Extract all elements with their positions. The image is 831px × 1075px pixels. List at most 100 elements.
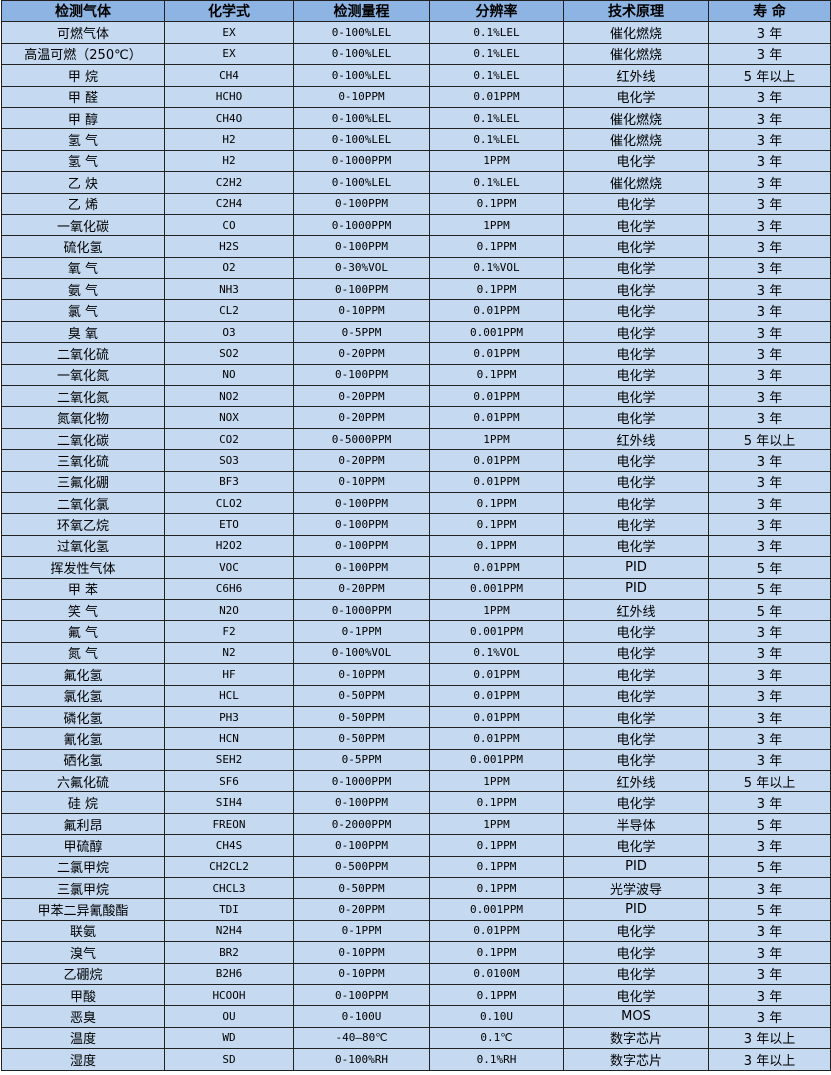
cell-formula: O3: [164, 320, 294, 344]
table-row: 甲酸 HCOOH 0-100PPM 0.1PPM 电化学 3 年: [1, 983, 831, 1007]
cell-gas: 氟化氢: [1, 663, 165, 686]
cell-lifespan: 3 年: [708, 919, 831, 943]
cell-formula: HCL: [164, 684, 294, 707]
cell-range: 0-100%LEL: [293, 128, 430, 151]
cell-principle: 催化燃烧: [563, 21, 709, 44]
cell-formula: F2: [164, 620, 294, 643]
cell-lifespan: 5 年: [708, 898, 831, 921]
cell-principle: 电化学: [563, 705, 709, 729]
cell-resolution: 0.01PPM: [429, 663, 564, 686]
cell-gas: 三氯甲烷: [1, 877, 165, 900]
cell-range: 0-100PPM: [293, 534, 430, 558]
cell-range: 0-1000PPM: [293, 770, 430, 793]
cell-formula: HCOOH: [164, 983, 294, 1007]
cell-resolution: 0.001PPM: [429, 898, 564, 921]
cell-principle: 电化学: [563, 513, 709, 536]
cell-lifespan: 3 年: [708, 748, 831, 772]
cell-formula: CH2CL2: [164, 855, 294, 879]
cell-range: 0-100%LEL: [293, 42, 430, 66]
cell-principle: 电化学: [563, 406, 709, 429]
cell-lifespan: 3 年: [708, 834, 831, 857]
cell-range: 0-100%LEL: [293, 106, 430, 130]
cell-lifespan: 5 年: [708, 598, 831, 622]
cell-formula: ETO: [164, 513, 294, 536]
cell-gas: 三氟化硼: [1, 470, 165, 493]
header-gas: 检测气体: [1, 0, 165, 23]
cell-range: 0-1000PPM: [293, 598, 430, 622]
cell-range: 0-10PPM: [293, 299, 430, 322]
cell-range: 0-5PPM: [293, 320, 430, 344]
cell-range: 0-10PPM: [293, 962, 430, 985]
header-lifespan: 寿 命: [708, 0, 831, 23]
cell-resolution: 0.01PPM: [429, 727, 564, 750]
cell-gas: 臭 氧: [1, 320, 165, 344]
cell-resolution: 0.01PPM: [429, 299, 564, 322]
cell-gas: 甲硫醇: [1, 834, 165, 857]
cell-gas: 磷化氢: [1, 705, 165, 729]
cell-range: 0-100PPM: [293, 235, 430, 258]
cell-resolution: 0.1℃: [429, 1026, 564, 1050]
cell-gas: 氯化氢: [1, 684, 165, 707]
cell-formula: TDI: [164, 898, 294, 921]
cell-resolution: 1PPM: [429, 770, 564, 793]
cell-lifespan: 3 年: [708, 1005, 831, 1028]
header-range: 检测量程: [293, 0, 430, 23]
cell-resolution: 0.0100M: [429, 962, 564, 985]
cell-principle: PID: [563, 855, 709, 879]
table-row: 溴气 BR2 0-10PPM 0.1PPM 电化学 3 年: [1, 941, 831, 964]
cell-gas: 硫化氢: [1, 235, 165, 258]
table-row: 硒化氢 SEH2 0-5PPM 0.001PPM 电化学 3 年: [1, 748, 831, 772]
cell-gas: 甲 醇: [1, 106, 165, 130]
cell-resolution: 0.1PPM: [429, 235, 564, 258]
cell-principle: 电化学: [563, 641, 709, 665]
cell-gas: 乙硼烷: [1, 962, 165, 985]
cell-formula: CH4S: [164, 834, 294, 857]
cell-range: 0-100%RH: [293, 1048, 430, 1071]
cell-formula: EX: [164, 21, 294, 44]
cell-principle: 电化学: [563, 278, 709, 301]
cell-gas: 甲 苯: [1, 577, 165, 600]
cell-gas: 甲酸: [1, 983, 165, 1007]
cell-lifespan: 3 年: [708, 663, 831, 686]
cell-lifespan: 3 年: [708, 149, 831, 173]
cell-principle: 电化学: [563, 962, 709, 985]
cell-formula: CH4: [164, 64, 294, 87]
table-row: 氯 气 CL2 0-10PPM 0.01PPM 电化学 3 年: [1, 299, 831, 322]
table-row: 氮 气 N2 0-100%VOL 0.1%VOL 电化学 3 年: [1, 641, 831, 665]
cell-principle: 电化学: [563, 727, 709, 750]
cell-resolution: 1PPM: [429, 149, 564, 173]
cell-lifespan: 5 年以上: [708, 64, 831, 87]
cell-formula: SEH2: [164, 748, 294, 772]
cell-lifespan: 3 年: [708, 470, 831, 493]
cell-range: 0-1PPM: [293, 620, 430, 643]
cell-resolution: 0.1%LEL: [429, 42, 564, 66]
cell-principle: 电化学: [563, 385, 709, 408]
cell-gas: 氧 气: [1, 256, 165, 280]
cell-lifespan: 3 年: [708, 213, 831, 237]
cell-range: 0-100PPM: [293, 192, 430, 215]
table-row: 氰化氢 HCN 0-50PPM 0.01PPM 电化学 3 年: [1, 727, 831, 750]
table-row: 乙 烯 C2H4 0-100PPM 0.1PPM 电化学 3 年: [1, 192, 831, 215]
table-row: 可燃气体 EX 0-100%LEL 0.1%LEL 催化燃烧 3 年: [1, 21, 831, 44]
cell-formula: VOC: [164, 556, 294, 579]
cell-resolution: 0.1%LEL: [429, 106, 564, 130]
cell-resolution: 0.1PPM: [429, 983, 564, 1007]
table-row: 六氟化硫 SF6 0-1000PPM 1PPM 红外线 5 年以上: [1, 770, 831, 793]
cell-principle: 电化学: [563, 919, 709, 943]
cell-range: 0-50PPM: [293, 684, 430, 707]
table-row: 环氧乙烷 ETO 0-100PPM 0.1PPM 电化学 3 年: [1, 513, 831, 536]
cell-principle: 光学波导: [563, 877, 709, 900]
cell-formula: BR2: [164, 941, 294, 964]
table-row: 二氧化氮 NO2 0-20PPM 0.01PPM 电化学 3 年: [1, 385, 831, 408]
cell-resolution: 0.01PPM: [429, 385, 564, 408]
cell-gas: 二氧化碳: [1, 427, 165, 451]
cell-range: 0-500PPM: [293, 855, 430, 879]
cell-gas: 氟利昂: [1, 812, 165, 836]
cell-range: 0-20PPM: [293, 385, 430, 408]
cell-resolution: 1PPM: [429, 427, 564, 451]
cell-range: 0-50PPM: [293, 727, 430, 750]
cell-gas: 一氧化碳: [1, 213, 165, 237]
cell-lifespan: 3 年以上: [708, 1048, 831, 1071]
cell-resolution: 0.01PPM: [429, 342, 564, 365]
cell-principle: 电化学: [563, 320, 709, 344]
